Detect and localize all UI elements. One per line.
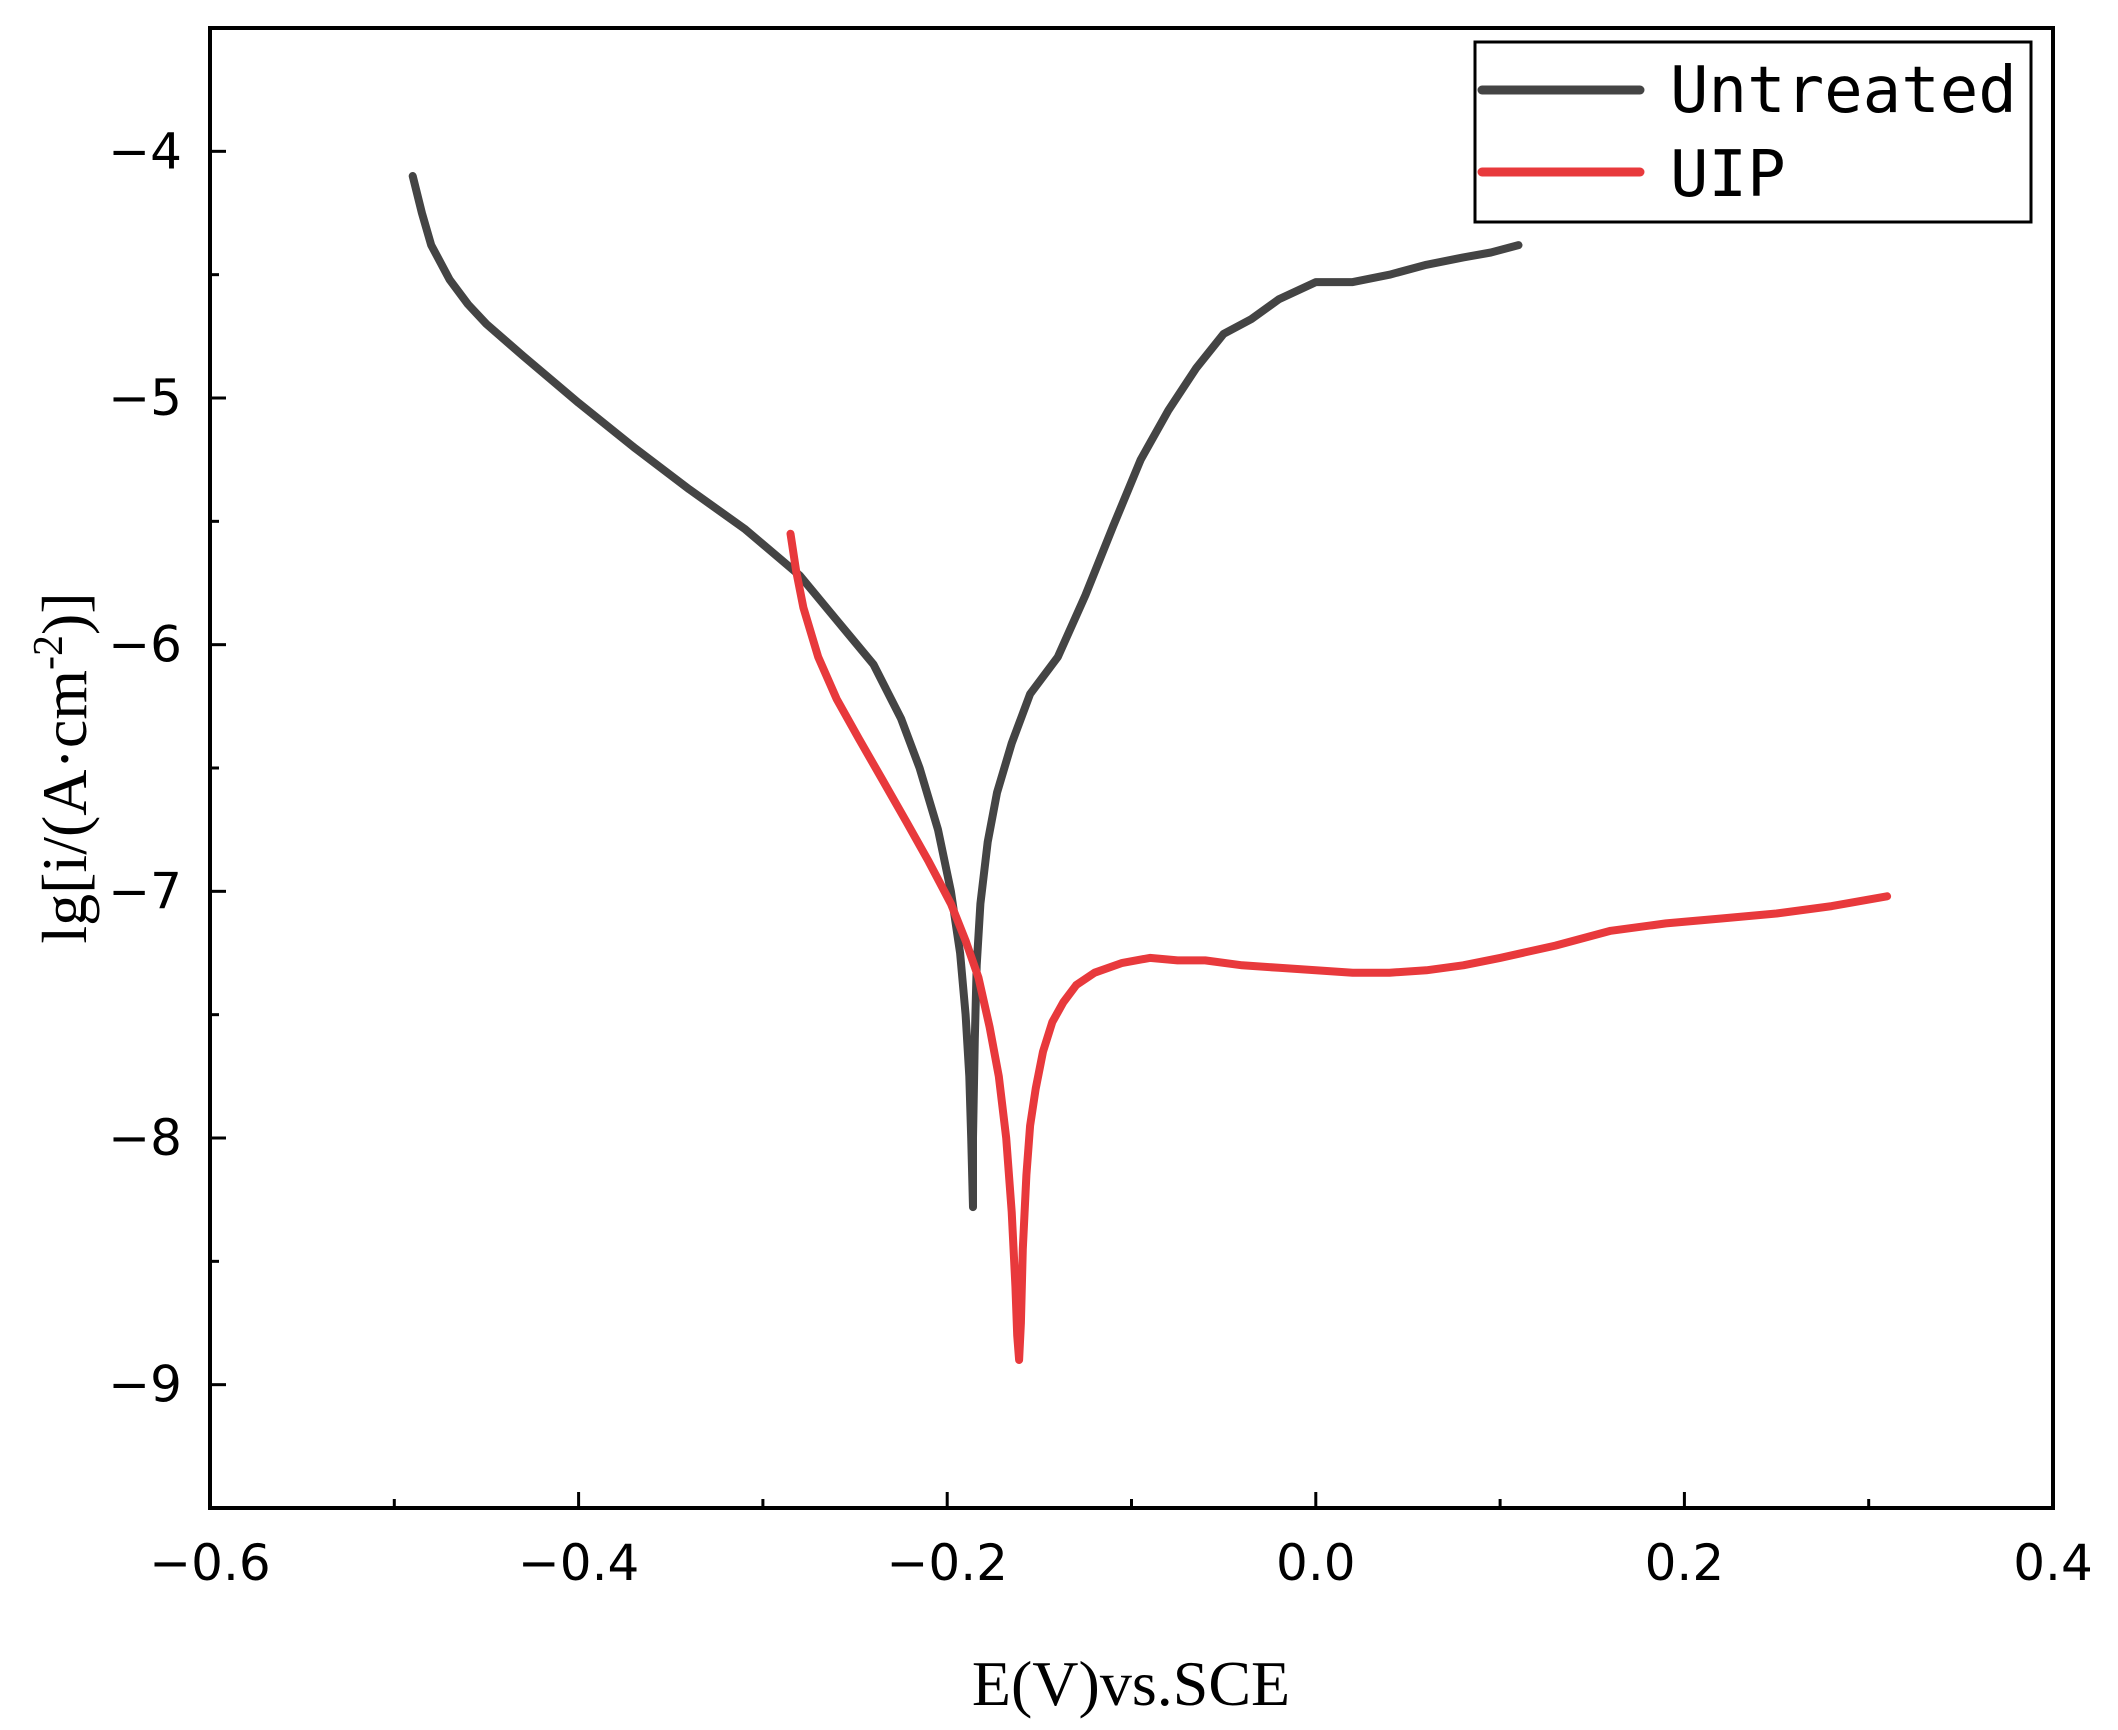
y-axis-title-main: lg[i/(A·cm [29, 670, 100, 944]
y-axis-title-suffix: )] [29, 592, 100, 635]
y-axis-title: lg[i/(A·cm-2)] [26, 592, 100, 943]
x-axis-title: E(V)vs.SCE [972, 1648, 1290, 1719]
series-layer [408, 172, 1892, 1364]
y-tick-label: −9 [108, 1356, 182, 1414]
y-tick-label: −8 [108, 1109, 182, 1167]
x-tick-label: −0.2 [886, 1534, 1007, 1592]
legend-box [1473, 40, 2033, 224]
y-tick-label: −5 [108, 369, 182, 427]
series-line-uip [786, 529, 1892, 1364]
y-tick-label: −6 [108, 616, 182, 674]
y-tick-label: −4 [108, 122, 182, 180]
legend-label-untreated: Untreated [1670, 54, 2017, 128]
y-axis-title-superscript: -2 [26, 635, 72, 670]
x-tick-label: −0.4 [518, 1534, 639, 1592]
y-tick-label: −7 [108, 862, 182, 920]
x-tick-label: 0.4 [2013, 1534, 2093, 1592]
series-line-untreated [408, 172, 1523, 1212]
legend-label-uip: UIP [1670, 138, 1786, 212]
legend: Untreated UIP [1473, 40, 2033, 224]
tick-labels: −0.6 −0.4 −0.2 0.0 0.2 0.4 −9 −8 −7 −6 −5 −4 [108, 122, 2092, 1592]
x-tick-label: −0.6 [149, 1534, 270, 1592]
plot-frame [208, 26, 2055, 1510]
x-tick-label: 0.2 [1645, 1534, 1725, 1592]
x-tick-label: 0.0 [1276, 1534, 1356, 1592]
axis-ticks [208, 26, 2055, 1510]
